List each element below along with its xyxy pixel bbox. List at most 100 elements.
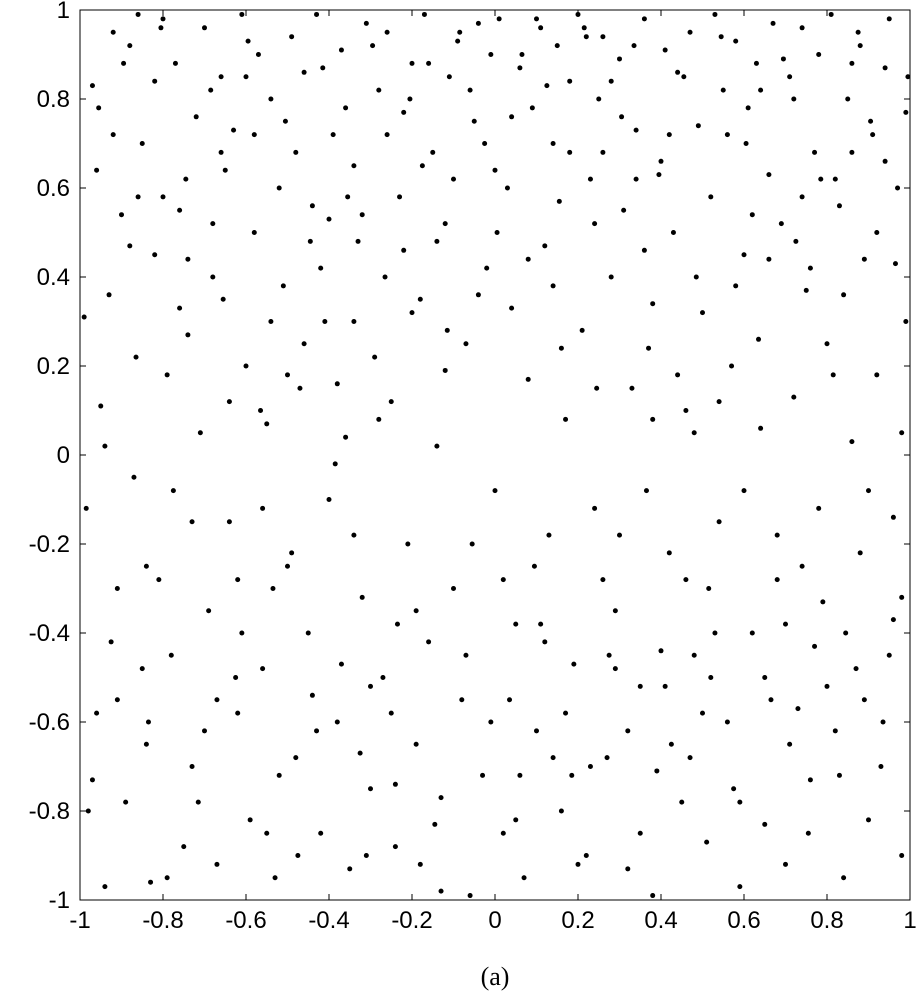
data-point — [84, 506, 89, 511]
data-point — [273, 875, 278, 880]
data-point — [584, 853, 589, 858]
data-point — [295, 853, 300, 858]
data-point — [771, 21, 776, 26]
data-point — [214, 862, 219, 867]
data-point — [833, 728, 838, 733]
data-point — [376, 417, 381, 422]
data-point — [443, 221, 448, 226]
data-point — [256, 52, 261, 57]
data-point — [559, 346, 564, 351]
data-point — [140, 141, 145, 146]
data-point — [534, 728, 539, 733]
data-point — [210, 221, 215, 226]
data-point — [731, 786, 736, 791]
data-point — [659, 648, 664, 653]
data-point — [820, 599, 825, 604]
data-point — [804, 288, 809, 293]
data-point — [443, 368, 448, 373]
data-point — [762, 822, 767, 827]
data-point — [231, 128, 236, 133]
data-point — [526, 257, 531, 262]
data-point — [356, 239, 361, 244]
data-point — [115, 697, 120, 702]
data-point — [833, 177, 838, 182]
data-point — [90, 777, 95, 782]
data-point — [457, 30, 462, 35]
data-point — [841, 875, 846, 880]
data-point — [642, 16, 647, 21]
data-point — [468, 893, 473, 898]
data-point — [310, 693, 315, 698]
y-tick-label: 0.2 — [37, 353, 70, 380]
data-point — [488, 52, 493, 57]
data-point — [858, 550, 863, 555]
data-point — [351, 533, 356, 538]
data-point — [893, 261, 898, 266]
data-point — [385, 132, 390, 137]
data-point — [607, 653, 612, 658]
data-point — [418, 862, 423, 867]
data-point — [787, 742, 792, 747]
data-point — [434, 239, 439, 244]
data-point — [675, 70, 680, 75]
data-point — [322, 319, 327, 324]
data-point — [669, 742, 674, 747]
x-tick-label: -0.6 — [225, 907, 266, 934]
data-point — [407, 97, 412, 102]
data-point — [208, 88, 213, 93]
data-point — [493, 488, 498, 493]
data-point — [594, 386, 599, 391]
y-tick-label: -1 — [49, 887, 70, 914]
data-point — [671, 230, 676, 235]
data-point — [202, 25, 207, 30]
data-point — [389, 399, 394, 404]
data-point — [667, 132, 672, 137]
y-tick-label: 0.6 — [37, 175, 70, 202]
data-point — [98, 404, 103, 409]
data-point — [688, 30, 693, 35]
data-point — [563, 417, 568, 422]
data-point — [555, 43, 560, 48]
data-point — [829, 12, 834, 17]
scatter-chart: -1-0.8-0.6-0.4-0.200.20.40.60.81-1-0.8-0… — [0, 0, 919, 1000]
data-point — [393, 782, 398, 787]
data-point — [667, 550, 672, 555]
data-point — [202, 728, 207, 733]
data-point — [708, 194, 713, 199]
data-point — [285, 564, 290, 569]
data-point — [862, 257, 867, 262]
data-point — [681, 74, 686, 79]
data-point — [613, 608, 618, 613]
data-point — [559, 809, 564, 814]
data-point — [194, 114, 199, 119]
data-point — [219, 150, 224, 155]
data-point — [744, 141, 749, 146]
data-point — [447, 74, 452, 79]
data-point — [268, 97, 273, 102]
data-point — [800, 194, 805, 199]
data-point — [314, 728, 319, 733]
data-point — [712, 12, 717, 17]
data-point — [551, 141, 556, 146]
data-point — [825, 684, 830, 689]
data-point — [812, 644, 817, 649]
data-point — [497, 16, 502, 21]
data-point — [646, 346, 651, 351]
data-point — [557, 199, 562, 204]
data-point — [781, 56, 786, 61]
data-point — [239, 12, 244, 17]
data-point — [650, 893, 655, 898]
data-point — [501, 831, 506, 836]
data-point — [144, 742, 149, 747]
data-point — [538, 622, 543, 627]
data-point — [887, 653, 892, 658]
data-point — [746, 105, 751, 110]
data-point — [758, 88, 763, 93]
data-point — [584, 34, 589, 39]
data-point — [152, 79, 157, 84]
data-point — [592, 221, 597, 226]
data-point — [488, 720, 493, 725]
data-point — [476, 21, 481, 26]
data-point — [619, 114, 624, 119]
data-point — [663, 48, 668, 53]
